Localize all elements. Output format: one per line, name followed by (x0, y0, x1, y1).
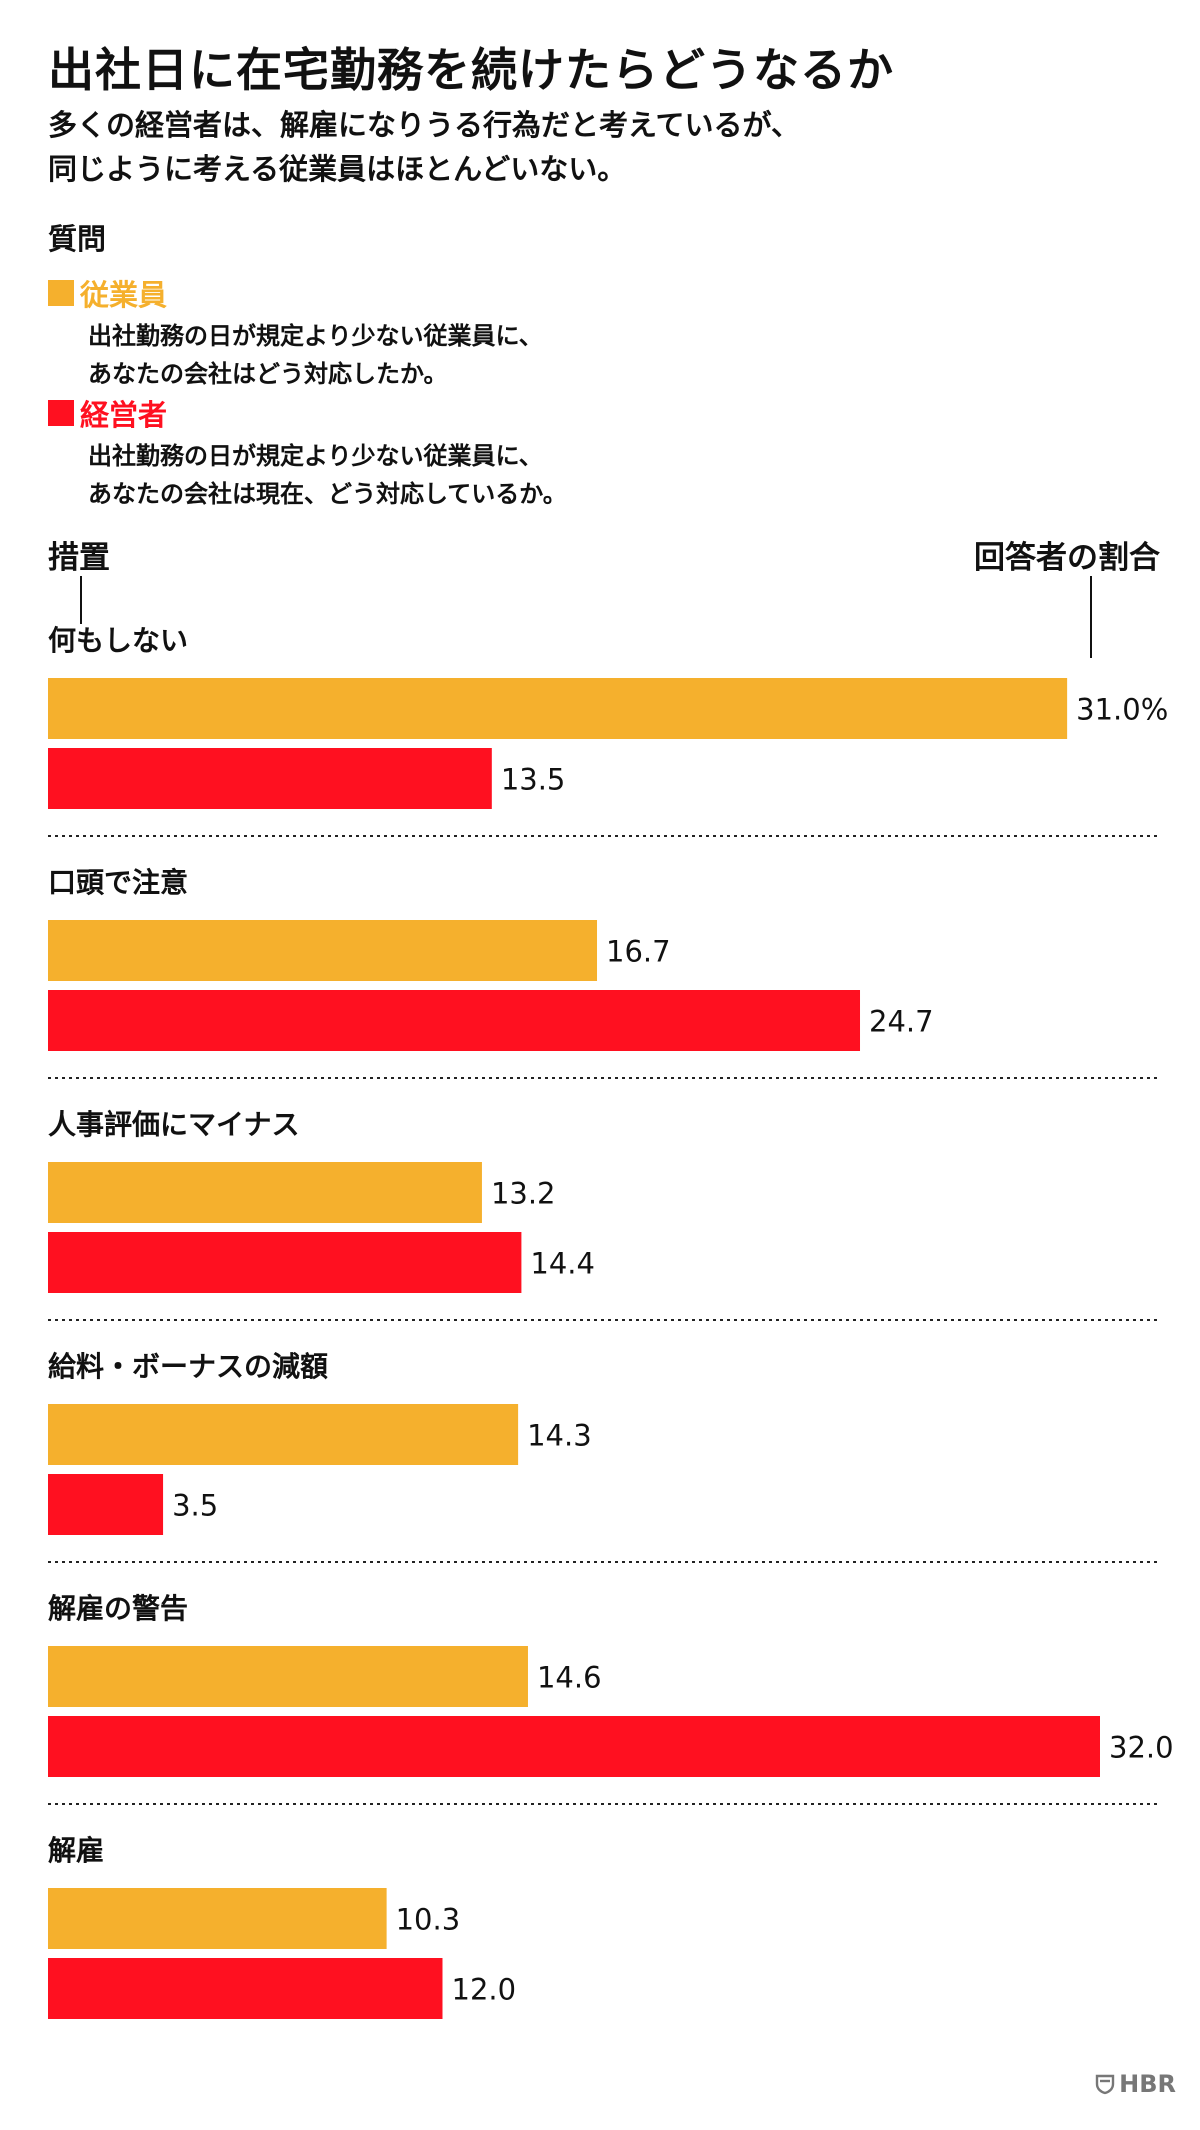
employee-value-label: 13.2 (491, 1177, 556, 1211)
legend-label-employee: 従業員 (80, 278, 168, 312)
question-heading: 質問 (48, 222, 107, 256)
legend-item-manager: 経営者 (48, 392, 167, 434)
employee-bar (48, 920, 598, 981)
category-label: 人事評価にマイナス (48, 1108, 299, 1141)
subtitle-line-1: 多くの経営者は、解雇になりうる行為だと考えているが、 (48, 108, 800, 142)
employee-question-line-2: あなたの会社はどう対応したか。 (88, 360, 448, 388)
employee-question-line-1: 出社勤務の日が規定より少ない従業員に、 (88, 322, 543, 350)
share-leader-line (1090, 576, 1092, 658)
category-label: 解雇の警告 (48, 1592, 188, 1625)
manager-bar (48, 1232, 522, 1293)
manager-value-label: 3.5 (172, 1489, 218, 1523)
manager-bar (48, 748, 492, 809)
manager-bar (48, 1474, 164, 1535)
manager-bar (48, 1958, 443, 2019)
employee-value-label: 16.7 (606, 935, 671, 969)
category-label: 何もしない (48, 624, 188, 657)
manager-bar (48, 1716, 1100, 1777)
manager-bar (48, 990, 861, 1051)
measure-leader-line (80, 576, 82, 624)
employee-bar (48, 1646, 528, 1707)
measure-column-label: 措置 (48, 540, 110, 576)
category-label: 解雇 (48, 1834, 104, 1867)
category-label: 給料・ボーナスの減額 (48, 1350, 328, 1383)
employee-bar (48, 1888, 387, 1949)
employee-bar (48, 678, 1068, 739)
hbr-logo: HBR (1094, 2070, 1176, 2098)
employee-bar (48, 1404, 519, 1465)
legend-label-manager: 経営者 (80, 398, 168, 432)
legend-swatch-employee (48, 280, 74, 306)
manager-value-label: 24.7 (869, 1005, 934, 1039)
employee-value-label: 14.6 (537, 1661, 602, 1695)
manager-question-line-1: 出社勤務の日が規定より少ない従業員に、 (88, 442, 543, 470)
manager-value-label: 12.0 (452, 1973, 517, 2007)
manager-value-label: 32.0 (1109, 1731, 1174, 1765)
legend-swatch-manager (48, 400, 74, 426)
employee-value-label: 31.0% (1076, 693, 1168, 727)
manager-question-line-2: あなたの会社は現在、どう対応しているか。 (88, 480, 567, 508)
category-label: 口頭で注意 (48, 866, 188, 899)
hbr-logo-text: HBR (1119, 2070, 1176, 2098)
legend-item-employee: 従業員 (48, 272, 167, 314)
employee-value-label: 14.3 (527, 1419, 592, 1453)
manager-value-label: 13.5 (501, 763, 566, 797)
chart-title: 出社日に在宅勤務を続けたらどうなるか (48, 43, 894, 97)
subtitle-line-2: 同じように考える従業員はほとんどいない。 (48, 152, 627, 186)
manager-value-label: 14.4 (530, 1247, 595, 1281)
employee-value-label: 10.3 (396, 1903, 461, 1937)
hbr-shield-icon (1095, 2074, 1115, 2095)
employee-bar (48, 1162, 482, 1223)
share-column-label: 回答者の割合 (974, 540, 1160, 576)
